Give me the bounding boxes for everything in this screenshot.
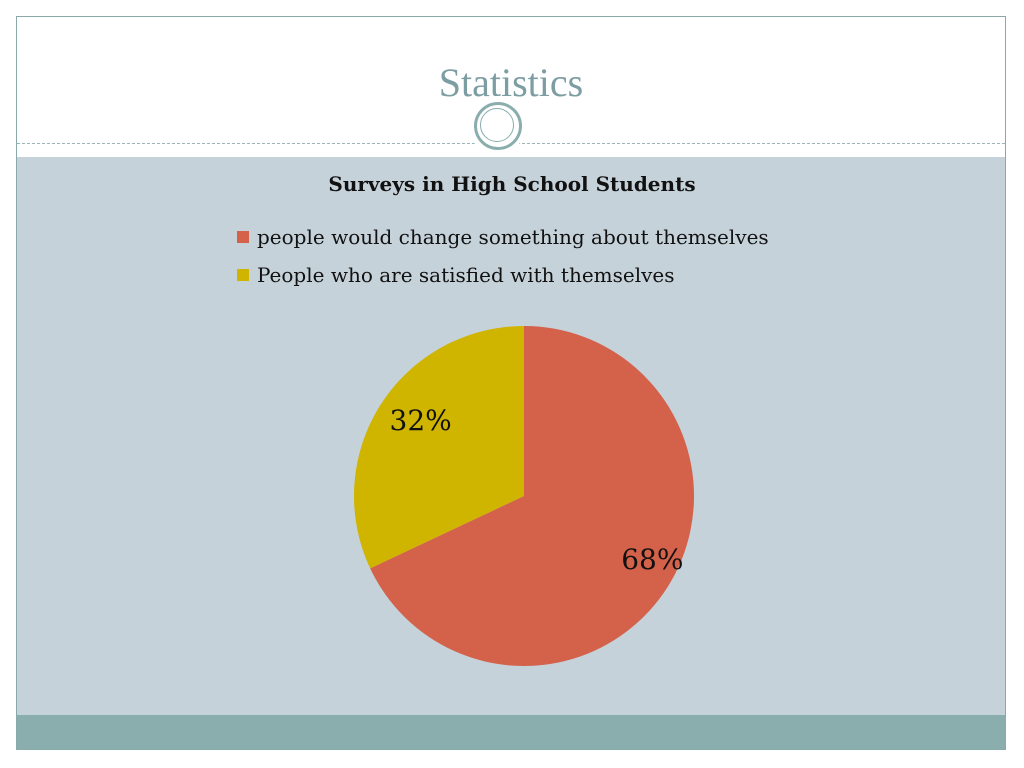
legend-label-satisfied: People who are satisfied with themselves — [257, 263, 675, 287]
pie-slice-satisfied — [354, 326, 524, 569]
chart-title: Surveys in High School Students — [328, 172, 696, 196]
legend-item-change: people would change something about them… — [237, 218, 769, 256]
legend-swatch-change — [237, 231, 249, 243]
chart-legend: people would change something about them… — [237, 218, 769, 294]
data-label-satisfied: 32% — [390, 404, 452, 437]
legend-label-change: people would change something about them… — [257, 225, 769, 249]
pie-slice-change — [370, 326, 694, 667]
data-label-change: 68% — [621, 543, 683, 576]
legend-swatch-satisfied — [237, 269, 249, 281]
circle-ornament-inner — [480, 108, 514, 142]
slide-title: Statistics — [438, 60, 584, 105]
legend-item-satisfied: People who are satisfied with themselves — [237, 256, 769, 294]
footer-bar — [17, 715, 1005, 749]
